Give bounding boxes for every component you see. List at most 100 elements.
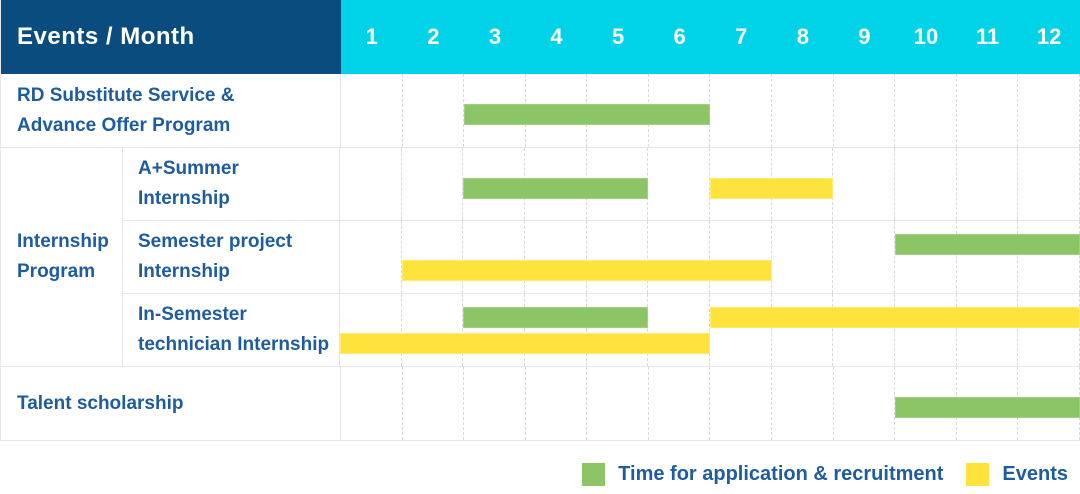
group-label-line: Program bbox=[17, 261, 96, 282]
gantt-bar-event bbox=[710, 307, 1080, 328]
month-header-cell: 4 bbox=[550, 24, 563, 49]
month-header-cell: 3 bbox=[488, 24, 502, 49]
month-gridline-cell bbox=[341, 74, 403, 147]
month-gridline-cell bbox=[957, 148, 1019, 220]
month-gridline-cell bbox=[1018, 148, 1080, 220]
gantt-bar-event bbox=[710, 178, 834, 199]
month-header-cell: 12 bbox=[1036, 24, 1062, 49]
row-label-semester-project-internship: Semester project Internship bbox=[123, 221, 340, 293]
month-gridline-cell bbox=[957, 294, 1019, 366]
month-gridline-cell bbox=[957, 221, 1019, 293]
group-subrows: A+Summer Internship Semester project Int… bbox=[123, 148, 1080, 366]
month-gridline-cell bbox=[403, 367, 465, 440]
month-gridline-cell bbox=[833, 294, 896, 366]
events-month-header: Events / Month bbox=[1, 0, 341, 74]
green-swatch-icon bbox=[582, 463, 606, 486]
month-gridline-cell bbox=[648, 221, 711, 293]
row-label-line: A+Summer bbox=[138, 158, 239, 179]
month-gridline-cell bbox=[710, 221, 772, 293]
row-label-line: Advance Offer Program bbox=[17, 114, 231, 136]
row-label-talent-scholarship: Talent scholarship bbox=[1, 367, 341, 440]
gantt-table: Events / Month 1 2 3 4 5 6 7 8 9 10 11 12 RD Substi… bbox=[0, 0, 1080, 441]
gantt-bar-event bbox=[340, 333, 710, 354]
month-gridline-cell bbox=[895, 221, 957, 293]
month-gridline-cell bbox=[649, 367, 711, 440]
month-gridline-cell bbox=[648, 294, 711, 366]
month-gridline-cell bbox=[834, 367, 896, 440]
gantt-bar-event bbox=[401, 260, 772, 281]
gantt-bar-application bbox=[895, 234, 1080, 255]
month-gridline-cell bbox=[772, 74, 834, 147]
month-gridline-cell bbox=[587, 294, 649, 366]
month-gridline-cell bbox=[525, 294, 587, 366]
month-gridline-cell bbox=[895, 148, 957, 220]
month-header-row: 1 2 3 4 5 6 7 8 9 10 11 12 bbox=[341, 0, 1080, 74]
month-gridline-cell bbox=[463, 294, 526, 366]
month-header-cell: 1 bbox=[365, 24, 378, 49]
month-header-cell: 11 bbox=[975, 24, 1000, 49]
month-header-cell: 9 bbox=[858, 24, 871, 49]
month-gridline-cell bbox=[587, 221, 649, 293]
month-gridline-cell bbox=[710, 74, 773, 147]
month-gridline-cell bbox=[710, 367, 773, 440]
month-gridline-cell bbox=[402, 294, 464, 366]
month-gridline-cell bbox=[772, 294, 834, 366]
month-header-cell: 8 bbox=[796, 24, 809, 49]
month-gridline-cell bbox=[526, 367, 588, 440]
month-gridline-cell bbox=[1018, 221, 1080, 293]
row-label-rd-substitute: RD Substitute Service & Advance Offer Pr… bbox=[1, 74, 341, 147]
month-gridline-cell bbox=[340, 148, 402, 220]
yellow-swatch-icon bbox=[966, 463, 990, 486]
month-gridline-cell bbox=[340, 294, 402, 366]
row-a-summer-internship: A+Summer Internship bbox=[123, 148, 1080, 220]
month-gridline-cell bbox=[1018, 294, 1080, 366]
month-gridline-cell bbox=[833, 221, 896, 293]
gantt-bar-application bbox=[463, 307, 649, 328]
month-gridline-cell bbox=[648, 148, 711, 220]
row-label-line: In-Semester bbox=[138, 304, 247, 325]
month-gridline-cell bbox=[525, 221, 587, 293]
month-gridline-cell bbox=[402, 221, 464, 293]
gantt-bar-application bbox=[463, 178, 649, 199]
month-gridline-cell bbox=[463, 221, 526, 293]
month-gridline-cell bbox=[772, 221, 834, 293]
gantt-track bbox=[341, 74, 1080, 147]
legend-item-events: Events bbox=[966, 463, 1068, 486]
month-gridline-cell bbox=[834, 74, 896, 147]
month-gridline-cell bbox=[340, 221, 402, 293]
gantt-track bbox=[340, 294, 1080, 366]
gantt-bar-application bbox=[895, 397, 1080, 418]
gantt-bar-application bbox=[464, 104, 711, 125]
row-semester-project-internship: Semester project Internship bbox=[123, 220, 1080, 293]
month-gridline-cell bbox=[587, 367, 649, 440]
row-label-line: RD Substitute Service & bbox=[17, 84, 235, 106]
month-header-cell: 7 bbox=[735, 24, 748, 49]
month-gridline-cell bbox=[403, 74, 465, 147]
legend-item-application: Time for application & recruitment bbox=[582, 463, 943, 486]
month-gridline-cell bbox=[464, 367, 526, 440]
row-rd-substitute: RD Substitute Service & Advance Offer Pr… bbox=[1, 74, 1080, 148]
month-gridline-cell bbox=[895, 74, 957, 147]
month-header-cell: 6 bbox=[673, 24, 686, 49]
row-label-line: Talent scholarship bbox=[17, 392, 184, 414]
month-header-cell: 2 bbox=[427, 24, 440, 49]
month-gridline-cell bbox=[772, 367, 834, 440]
month-gridline-cell bbox=[895, 294, 957, 366]
month-gridline-cell bbox=[402, 148, 464, 220]
month-gridline-cell bbox=[710, 294, 772, 366]
row-talent-scholarship: Talent scholarship bbox=[1, 367, 1080, 441]
row-label-line: technician Internship bbox=[138, 334, 330, 355]
row-label-line: Internship bbox=[138, 188, 230, 209]
legend-label-events: Events bbox=[1002, 463, 1068, 485]
group-internship-program: Internship Program A+Summer Internship S… bbox=[1, 148, 1080, 367]
row-label-a-summer-internship: A+Summer Internship bbox=[123, 148, 340, 220]
row-label-line: Semester project bbox=[138, 231, 293, 252]
group-label-internship-program: Internship Program bbox=[1, 148, 123, 366]
month-gridline-cell bbox=[341, 367, 403, 440]
group-label-line: Internship bbox=[17, 231, 109, 252]
month-gridline-cell bbox=[833, 148, 896, 220]
row-label-line: Internship bbox=[138, 261, 230, 282]
legend-label-application: Time for application & recruitment bbox=[618, 463, 944, 485]
month-header-cell: 5 bbox=[611, 24, 625, 49]
